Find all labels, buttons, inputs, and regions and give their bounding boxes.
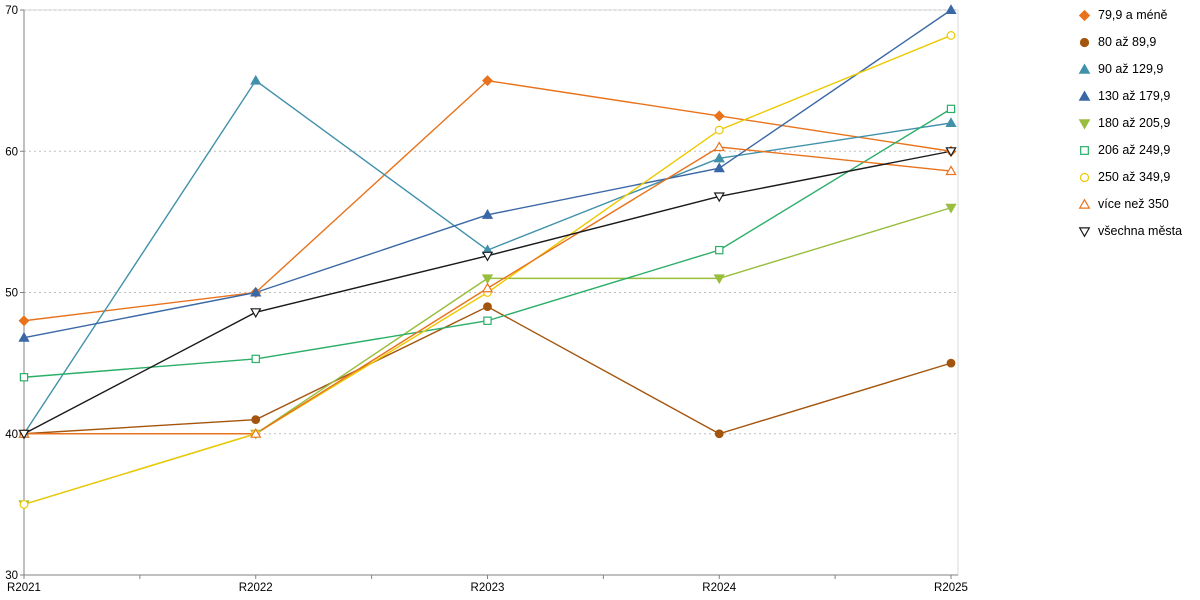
data-point-marker bbox=[945, 4, 957, 15]
data-point-marker bbox=[1078, 9, 1091, 21]
chart-legend: 79,9 a méně 80 až 89,9 90 až 129,9 130 až 1… bbox=[1078, 8, 1182, 238]
data-point-marker bbox=[714, 125, 724, 135]
y-axis-tick-label: 70 bbox=[5, 5, 18, 17]
data-point-marker bbox=[1079, 37, 1090, 47]
legend-item: 206 až 249,9 bbox=[1078, 143, 1182, 157]
data-point-marker bbox=[713, 192, 725, 203]
legend-label: 250 až 349,9 bbox=[1098, 170, 1171, 184]
data-point-marker bbox=[481, 282, 494, 293]
data-point-marker bbox=[1078, 118, 1091, 130]
y-axis-tick-label: 30 bbox=[5, 570, 18, 582]
legend-label: všechna města bbox=[1098, 224, 1183, 238]
legend-item: 90 až 129,9 bbox=[1078, 62, 1182, 76]
legend-marker-icon bbox=[1079, 37, 1090, 47]
legend-marker-icon bbox=[1078, 62, 1091, 74]
data-point-marker bbox=[250, 74, 262, 85]
data-point-marker bbox=[945, 203, 957, 214]
data-point-marker bbox=[946, 104, 956, 114]
data-point-marker bbox=[250, 308, 262, 319]
data-point-marker bbox=[945, 117, 957, 128]
legend-marker-icon bbox=[1079, 172, 1090, 182]
data-point-marker bbox=[250, 427, 262, 438]
legend-label: 206 až 249,9 bbox=[1098, 143, 1171, 157]
x-axis-tick-label: R2021 bbox=[7, 582, 41, 594]
data-point-marker bbox=[483, 302, 492, 312]
data-point-marker bbox=[713, 274, 725, 285]
y-axis-tick-label: 50 bbox=[5, 288, 18, 300]
data-point-marker bbox=[1078, 62, 1091, 74]
legend-marker-icon bbox=[1078, 197, 1091, 209]
data-point-marker bbox=[1080, 145, 1089, 155]
data-point-marker bbox=[713, 152, 725, 163]
data-point-marker bbox=[18, 331, 30, 342]
data-point-marker bbox=[251, 354, 260, 364]
legend-marker-icon bbox=[1078, 118, 1091, 130]
data-point-marker bbox=[481, 209, 494, 219]
series-line bbox=[23, 108, 952, 378]
data-point-marker bbox=[1078, 89, 1091, 101]
data-point-marker bbox=[483, 316, 492, 325]
legend-label: 79,9 a méně bbox=[1098, 8, 1168, 22]
data-point-marker bbox=[713, 110, 725, 122]
legend-item: 79,9 a méně bbox=[1078, 8, 1182, 22]
data-point-marker bbox=[18, 315, 30, 327]
y-axis-tick-label: 60 bbox=[5, 146, 18, 158]
data-point-marker bbox=[19, 499, 29, 509]
data-point-marker bbox=[482, 75, 493, 87]
x-axis-tick-label: R2022 bbox=[239, 582, 273, 594]
legend-marker-icon bbox=[1078, 9, 1091, 21]
data-point-marker bbox=[18, 429, 30, 440]
data-point-marker bbox=[19, 373, 29, 382]
legend-item: 180 až 205,9 bbox=[1078, 116, 1182, 130]
legend-item: 250 až 349,9 bbox=[1078, 170, 1182, 184]
data-point-marker bbox=[713, 162, 725, 173]
data-point-marker bbox=[715, 245, 724, 255]
y-axis-tick-label: 40 bbox=[5, 429, 18, 441]
data-point-marker bbox=[251, 415, 261, 425]
legend-label: 80 až 89,9 bbox=[1098, 35, 1157, 49]
x-axis-tick-label: R2025 bbox=[934, 582, 968, 594]
data-point-marker bbox=[481, 274, 494, 285]
data-point-marker bbox=[945, 147, 957, 158]
data-point-marker bbox=[714, 429, 724, 439]
data-point-marker bbox=[713, 141, 725, 152]
series-line bbox=[23, 305, 952, 435]
legend-item: 130 až 179,9 bbox=[1078, 89, 1182, 103]
data-point-marker bbox=[250, 286, 262, 297]
legend-marker-icon bbox=[1080, 145, 1089, 155]
legend-item: více než 350 bbox=[1078, 197, 1182, 211]
legend-label: 180 až 205,9 bbox=[1098, 116, 1171, 130]
data-point-marker bbox=[946, 31, 956, 40]
data-point-marker bbox=[1079, 172, 1090, 182]
data-point-marker bbox=[945, 165, 957, 176]
legend-marker-icon bbox=[1078, 89, 1091, 101]
legend-label: více než 350 bbox=[1098, 197, 1169, 211]
data-point-marker bbox=[1078, 197, 1091, 209]
data-point-marker bbox=[946, 358, 956, 368]
data-point-marker bbox=[481, 251, 494, 262]
legend-item: 80 až 89,9 bbox=[1078, 35, 1182, 49]
legend-label: 90 až 129,9 bbox=[1098, 62, 1164, 76]
legend-label: 130 až 179,9 bbox=[1098, 89, 1171, 103]
x-axis-tick-label: R2024 bbox=[702, 582, 736, 594]
legend-item: všechna města bbox=[1078, 224, 1182, 238]
x-axis-tick-label: R2023 bbox=[471, 582, 505, 594]
data-point-marker bbox=[1078, 226, 1091, 238]
legend-marker-icon bbox=[1078, 226, 1091, 238]
